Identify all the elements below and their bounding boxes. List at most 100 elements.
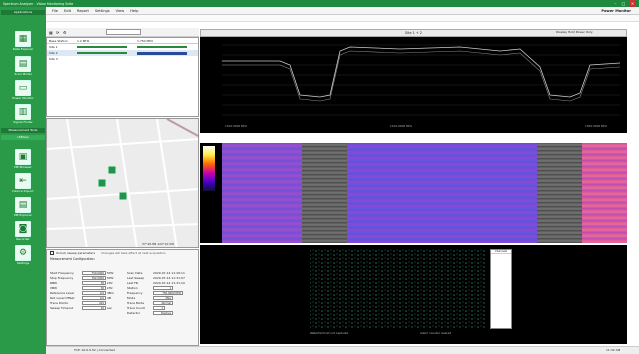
menu-file[interactable]: File xyxy=(52,8,59,13)
config-panel: Unlock sweep parameters Changes will tak… xyxy=(46,249,199,346)
level-bar xyxy=(137,46,187,48)
menu-bar: File Edit Report Settings View Help Powe… xyxy=(46,7,639,15)
spectrogram-band xyxy=(347,143,537,243)
table-row[interactable]: Site 2 xyxy=(47,50,198,56)
event-dots xyxy=(310,249,485,329)
database-icon: ▣ xyxy=(15,149,31,165)
status-time: 11:32 AM xyxy=(606,348,621,352)
hold-power-checkbox[interactable]: Display Hold Power Only xyxy=(556,30,593,34)
sweep-start-label: 1100.0000 MHz xyxy=(225,124,247,128)
site-toolbar: ▦ ⟳ ⚙ xyxy=(46,28,199,37)
table-row[interactable]: Site 1 xyxy=(47,44,198,50)
stop-frequency-input[interactable]: 762.0000 xyxy=(82,275,106,280)
site-select[interactable] xyxy=(106,29,141,35)
sidebar-item-recorder[interactable]: ◙ Recorder xyxy=(5,221,41,241)
map-coordinates: 37°26.8N 122°10.5W xyxy=(142,242,175,246)
path-bar xyxy=(46,15,639,22)
menu-help[interactable]: Help xyxy=(130,8,139,13)
status-bar: TCP: 10.0.0.52 | Connected 11:32 AM xyxy=(46,346,639,354)
vbw-input[interactable]: 30 xyxy=(82,285,106,290)
config-fields-left: Start Frequency 750.0000 MHz Stop Frequenc… xyxy=(50,270,114,310)
config-note: Changes will take effect at next acquisi… xyxy=(101,250,166,255)
map-view[interactable]: 37°26.8N 122°10.5W xyxy=(46,118,199,248)
sweep-timeout-input[interactable]: 10 xyxy=(82,305,106,310)
sidebar-item-power-monitor[interactable]: ▭ Power Monitor xyxy=(5,80,41,100)
maximize-button[interactable]: □ xyxy=(621,1,626,6)
menu-report[interactable]: Report xyxy=(76,8,89,13)
trace-points-input[interactable]: 401 xyxy=(82,300,106,305)
map-roads xyxy=(47,119,198,247)
col-header-freq2: 1.750 MHz xyxy=(137,38,153,43)
spectrogram-band xyxy=(582,143,627,243)
sidebar-item-db-browser[interactable]: ▣ DB Browser xyxy=(5,149,41,169)
trace-count-input[interactable]: 1 xyxy=(153,305,165,310)
monitor-icon: ▭ xyxy=(15,80,31,96)
trace-mode-select[interactable]: Normal xyxy=(153,300,173,305)
spectrogram-band xyxy=(222,143,302,243)
caption-left: Waterfall hold not captured xyxy=(310,331,349,335)
unlock-label: Unlock sweep parameters xyxy=(56,250,96,255)
sidebar-item-db-explorer[interactable]: ▤ DB Explorer xyxy=(5,197,41,217)
settings-icon[interactable]: ⚙ xyxy=(63,30,67,35)
sidebar-item-data-explorer[interactable]: ▦ Data Explorer xyxy=(5,31,41,51)
level-bar xyxy=(137,51,187,55)
sidebar-item-settings[interactable]: ⚙ Settings xyxy=(5,245,41,265)
sweep-title: Site 1 + 2 xyxy=(200,29,627,37)
site-marker[interactable] xyxy=(119,192,127,200)
sweep-center-label: 1100.0000 MHz xyxy=(390,124,412,128)
table-row[interactable]: Site 3 xyxy=(49,57,58,61)
detector-select[interactable]: Positive xyxy=(153,310,173,315)
gear-icon: ⚙ xyxy=(15,245,31,261)
spectrogram-gap xyxy=(537,143,582,243)
rbw-input[interactable]: 30 xyxy=(82,280,106,285)
sweep-chart: 1100.0000 MHz 1100.0000 MHz 1300.0000 MH… xyxy=(200,37,627,133)
caption-right: Alarm counter cleared xyxy=(420,331,452,335)
close-button[interactable]: × xyxy=(629,0,636,7)
frequency-input[interactable]: 750.0000 MHz xyxy=(153,290,183,295)
col-header-freq1: 1.2 MHz xyxy=(77,38,90,43)
sweep-trace xyxy=(222,44,621,116)
mode-select[interactable]: Max xyxy=(153,295,173,300)
config-heading: Measurement Configuration xyxy=(50,257,95,261)
level-bar xyxy=(77,46,127,48)
config-fields-right: Scan Date 2020-07-14 11:29:11 Last Sweep 2… xyxy=(127,270,185,315)
station-input[interactable]: 1 xyxy=(153,285,173,290)
channel-list[interactable]: Channels xyxy=(490,249,512,329)
folder-icon: ▤ xyxy=(15,197,31,213)
status-text: TCP: 10.0.0.52 | Connected xyxy=(74,348,115,352)
waterfall-spectrogram xyxy=(200,143,627,243)
level-bar xyxy=(77,52,127,54)
color-scale-legend xyxy=(203,146,215,191)
grid-icon: ▦ xyxy=(15,31,31,47)
unlock-checkbox[interactable] xyxy=(50,250,54,255)
site-marker[interactable] xyxy=(108,166,116,174)
sidebar-item-signal-finder[interactable]: ▥ Signal Finder xyxy=(5,104,41,124)
menu-edit[interactable]: Edit xyxy=(64,8,71,13)
minimize-button[interactable]: – xyxy=(614,1,617,6)
site-table: Base Station 1.2 MHz 1.750 MHz Site 1 Si… xyxy=(46,37,199,117)
col-header-station: Base Station xyxy=(49,38,68,43)
disk-icon: ◙ xyxy=(15,221,31,237)
window-title: Spectrum Analyzer - Vision Monitoring Su… xyxy=(3,1,74,6)
sidebar-item-scan-model[interactable]: ▤ Scan Model xyxy=(5,56,41,76)
sidebar-section-measurement: Measurement Tools xyxy=(1,128,45,133)
menu-settings[interactable]: Settings xyxy=(94,8,110,13)
sidebar-item-device-import[interactable]: ⇤ Device Import xyxy=(5,173,41,193)
add-icon[interactable]: ▦ xyxy=(49,30,53,35)
start-frequency-input[interactable]: 750.0000 xyxy=(82,270,106,275)
module-title: Power Monitor xyxy=(601,8,631,13)
spectrogram-gap xyxy=(302,143,347,243)
refresh-icon[interactable]: ⟳ xyxy=(56,30,60,35)
sidebar-section-utilities: Utilities xyxy=(1,135,45,140)
event-chart: Waterfall hold not captured Alarm counte… xyxy=(200,245,627,344)
sidebar-section-applications: Applications xyxy=(1,10,45,15)
site-marker[interactable] xyxy=(98,179,106,187)
ref-offset-input[interactable]: 0.0 xyxy=(82,295,106,300)
chart-icon: ▥ xyxy=(15,104,31,120)
sidebar: Applications ▦ Data Explorer ▤ Scan Mode… xyxy=(0,7,46,354)
sweep-stop-label: 1300.0000 MHz xyxy=(585,124,607,128)
menu-view[interactable]: View xyxy=(115,8,125,13)
ref-level-input[interactable]: 0.0 xyxy=(82,290,106,295)
import-icon: ⇤ xyxy=(15,173,31,189)
document-icon: ▤ xyxy=(15,56,31,72)
